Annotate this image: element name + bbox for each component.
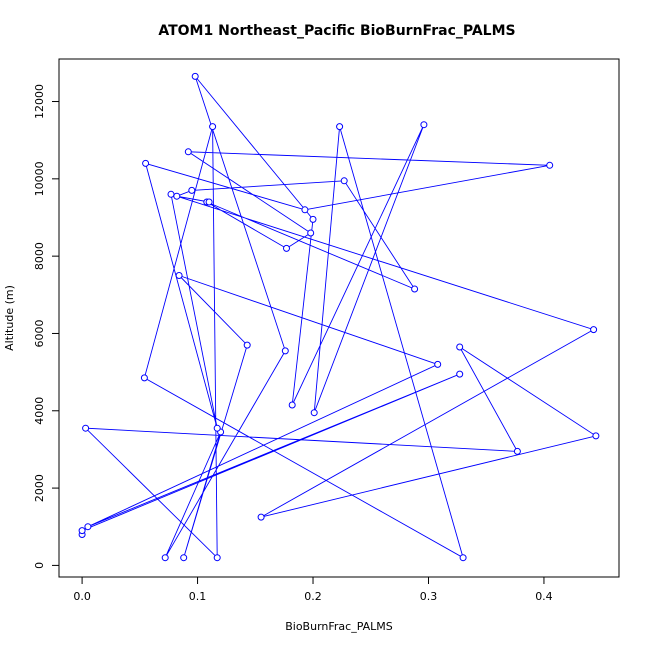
data-point [283,244,290,252]
y-tick-label: 8000 [33,242,46,270]
data-point [456,370,464,378]
data-point [184,148,192,156]
data-point [140,374,148,382]
data-point [281,347,289,355]
data-point [180,554,188,562]
data-point [175,272,183,279]
data-point [257,513,265,521]
chart-title: ATOM1 Northeast_Pacific BioBurnFrac_PALM… [158,23,515,39]
y-tick-label: 6000 [33,319,46,347]
y-tick-label: 2000 [33,474,46,502]
series-points-group [78,72,600,562]
x-tick-label: 0.1 [189,590,207,603]
data-point [167,190,175,198]
data-point [191,72,199,80]
data-point [434,360,442,368]
data-point [213,424,221,432]
y-tick-label: 10000 [33,161,46,196]
y-tick-label: 0 [33,562,46,569]
data-point [546,161,554,169]
x-tick-label: 0.4 [535,590,553,603]
y-axis-label: Altitude (m) [3,285,16,351]
data-point [161,554,169,562]
data-point [243,341,251,349]
data-point [173,192,181,200]
data-point [188,186,196,194]
data-point [84,523,92,531]
x-tick-label: 0.2 [304,590,322,603]
data-point [310,409,318,417]
data-point [301,206,309,214]
data-point [340,177,348,185]
data-point [213,554,221,562]
data-point [456,343,464,351]
data-point [78,527,86,535]
x-tick-label: 0.3 [420,590,438,603]
data-point [288,401,296,409]
data-point [142,159,150,167]
data-point [420,121,428,129]
x-axis-label: BioBurnFrac_PALMS [285,620,393,633]
data-point [309,215,317,223]
data-point [459,554,467,562]
data-point [411,285,419,293]
data-point [205,198,213,206]
data-point [590,326,598,334]
data-point [209,123,217,131]
y-tick-label: 12000 [33,84,46,119]
x-axis: 0.0 0.1 0.2 0.3 0.4 [73,576,553,603]
data-point [82,424,90,432]
y-axis: 0 2000 4000 6000 8000 10000 12000 [33,84,60,569]
data-point [336,123,344,131]
data-point [592,432,600,440]
x-tick-label: 0.0 [73,590,91,603]
data-point [307,229,315,237]
y-tick-label: 4000 [33,397,46,425]
data-point [513,447,521,455]
